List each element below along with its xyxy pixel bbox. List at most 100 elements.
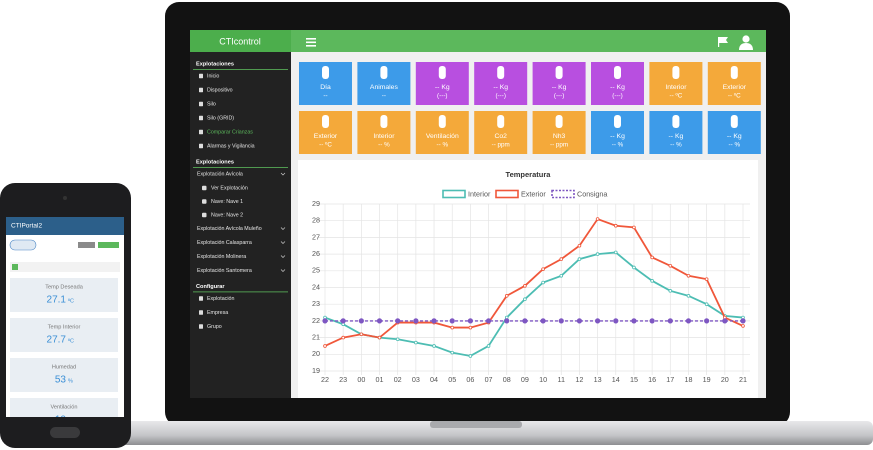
card-label: Humedad (52, 364, 76, 370)
point (649, 318, 655, 324)
chevron (280, 255, 286, 258)
point (722, 318, 728, 324)
sidebar (190, 52, 291, 398)
tile-icon (672, 66, 680, 79)
item-icon (199, 129, 203, 135)
menu-icon[interactable] (306, 38, 316, 47)
tile-value: (---) (554, 93, 565, 100)
line (324, 217, 744, 347)
item-icon (199, 296, 203, 301)
tile-icon (672, 115, 680, 128)
phone-header (6, 217, 124, 235)
x-tick-label: 09 (521, 375, 529, 384)
tile-label: Interior (373, 133, 395, 140)
point (668, 289, 673, 293)
y-tick-label: 28 (312, 216, 320, 225)
point (613, 250, 618, 255)
point (504, 318, 510, 324)
card-unit: % (68, 378, 73, 384)
section-rule (193, 167, 288, 168)
flag-icon[interactable] (718, 37, 728, 47)
point (322, 318, 328, 324)
sidebar-item: Empresa (207, 310, 228, 316)
tile-icon (322, 66, 329, 79)
card-unit: ºC (68, 297, 74, 304)
card-value: 10 (55, 415, 67, 426)
phone-camera (63, 196, 67, 200)
point (358, 318, 364, 324)
point (686, 274, 691, 278)
sidebar-item: Explotación Santomera (197, 268, 252, 274)
point (395, 337, 400, 342)
point (704, 318, 710, 324)
point (632, 225, 636, 230)
phone-card (10, 398, 118, 417)
x-tick-label: 07 (485, 375, 493, 384)
point (667, 318, 673, 324)
sidebar-subitem: Nave: Nave 1 (211, 199, 243, 205)
tile-label: Co2 (494, 133, 507, 140)
point (595, 217, 600, 221)
x-tick-label: 16 (648, 375, 656, 384)
legend-swatch (495, 189, 519, 199)
phone-card (10, 358, 118, 392)
tile-value: -- % (378, 142, 390, 149)
point (650, 279, 654, 283)
top-bar (291, 30, 766, 52)
brand: CTIcontrol (219, 36, 261, 46)
point (522, 318, 528, 324)
tile-value: -- % (670, 142, 682, 149)
sidebar-item: Comparar Crianzas (207, 129, 253, 135)
point (395, 318, 401, 324)
item-icon (199, 310, 203, 315)
x-tick-label: 22 (321, 375, 329, 384)
tile-value: -- % (437, 142, 449, 149)
card-label: Ventilación (50, 404, 77, 410)
tile-label: -- Kg (435, 84, 450, 91)
x-tick-label: 13 (594, 375, 602, 384)
item-icon (199, 143, 203, 149)
sidebar-item: Silo (GRID) (207, 115, 234, 121)
point (704, 277, 709, 281)
sidebar-section: Explotaciones (196, 61, 234, 67)
tile-icon (555, 115, 563, 128)
point (577, 257, 582, 261)
phone-logo (9, 239, 37, 251)
card-unit: ºC (68, 337, 74, 344)
tile-label: Día (320, 84, 331, 91)
sidebar-item: Explotación Avícola Muleño (197, 226, 262, 232)
item-icon (202, 199, 207, 204)
sidebar-item: Explotación Molinera (197, 254, 246, 260)
x-tick-label: 01 (376, 375, 384, 384)
x-tick-label: 21 (739, 375, 747, 384)
tile-label: Exterior (314, 133, 338, 140)
tile-label: -- Kg (552, 84, 567, 91)
point (613, 223, 618, 228)
point (595, 318, 601, 324)
x-tick-label: 08 (503, 375, 511, 384)
tile-label: -- Kg (610, 84, 625, 91)
tile-icon (380, 115, 388, 128)
point (450, 325, 455, 330)
phone-btn[interactable] (98, 242, 119, 248)
point (467, 318, 473, 324)
phone-card (10, 318, 118, 352)
point (558, 318, 564, 324)
user-icon[interactable] (739, 35, 753, 50)
card-value: 27.1 (47, 295, 67, 306)
phone-home[interactable] (50, 427, 80, 438)
item-icon (202, 212, 207, 218)
phone-btn[interactable] (78, 242, 95, 248)
point (340, 318, 346, 324)
point (559, 257, 564, 261)
section-rule (193, 291, 288, 293)
y-tick-label: 26 (312, 249, 320, 258)
tile-label: Animales (370, 84, 399, 91)
point (704, 302, 709, 307)
tile-icon (438, 115, 446, 128)
tile-icon (380, 66, 388, 79)
y-tick-label: 23 (312, 299, 320, 308)
line (324, 251, 744, 357)
